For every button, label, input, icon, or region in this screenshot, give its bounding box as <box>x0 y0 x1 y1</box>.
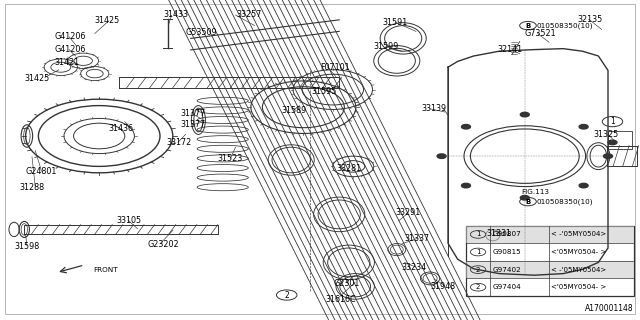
Text: 32135: 32135 <box>577 15 602 24</box>
Text: 33281: 33281 <box>336 164 361 172</box>
Text: G24801: G24801 <box>26 167 57 176</box>
Text: A170001148: A170001148 <box>585 304 634 313</box>
Circle shape <box>437 154 446 158</box>
Text: B: B <box>525 23 531 28</box>
Text: 32141: 32141 <box>498 45 523 54</box>
Text: 31325: 31325 <box>594 130 619 139</box>
Circle shape <box>461 183 470 188</box>
Circle shape <box>461 124 470 129</box>
Text: B: B <box>525 199 531 204</box>
Text: 1: 1 <box>476 231 481 237</box>
Text: 31421: 31421 <box>54 58 79 67</box>
Text: 31337: 31337 <box>404 234 429 243</box>
Text: G23202: G23202 <box>147 240 179 249</box>
Text: 31433: 31433 <box>163 10 188 19</box>
Bar <box>466 261 634 278</box>
Text: < -'05MY0504>: < -'05MY0504> <box>551 231 606 237</box>
Text: G2301: G2301 <box>333 279 360 288</box>
Text: G90815: G90815 <box>493 249 522 255</box>
Text: 33105: 33105 <box>116 216 141 225</box>
Text: 010508350(10): 010508350(10) <box>536 22 593 29</box>
Bar <box>466 226 634 243</box>
Text: F07101: F07101 <box>320 63 349 72</box>
Text: 31331: 31331 <box>486 229 511 238</box>
Circle shape <box>579 183 588 188</box>
Text: 33139: 33139 <box>421 104 446 113</box>
Text: 31436: 31436 <box>109 124 134 132</box>
Circle shape <box>608 140 617 145</box>
Text: 31589: 31589 <box>282 106 307 115</box>
Text: 33234: 33234 <box>402 263 427 272</box>
Text: 31425: 31425 <box>95 16 120 25</box>
Circle shape <box>520 196 529 200</box>
Text: 33291: 33291 <box>396 208 420 217</box>
Circle shape <box>520 112 529 117</box>
Text: G53509: G53509 <box>186 28 217 36</box>
Text: < -'05MY0504>: < -'05MY0504> <box>551 267 606 273</box>
Text: 31377: 31377 <box>180 120 205 129</box>
Text: 33257: 33257 <box>237 10 262 19</box>
Text: 2: 2 <box>284 291 289 300</box>
Text: G97404: G97404 <box>493 284 522 290</box>
Text: G41206: G41206 <box>54 45 86 54</box>
Text: FRONT: FRONT <box>93 268 117 273</box>
Circle shape <box>579 124 588 129</box>
Text: 31377: 31377 <box>180 109 205 118</box>
Text: 31598: 31598 <box>14 242 39 251</box>
Text: FIG.113: FIG.113 <box>522 189 550 195</box>
Text: 31591: 31591 <box>383 18 408 27</box>
Text: 2: 2 <box>476 284 480 290</box>
Text: 31425: 31425 <box>24 74 49 83</box>
Text: 1: 1 <box>476 249 481 255</box>
Text: 31948: 31948 <box>430 282 455 291</box>
Text: G41206: G41206 <box>54 32 86 41</box>
Text: 31616C: 31616C <box>325 295 356 304</box>
Text: <'05MY0504- >: <'05MY0504- > <box>551 284 606 290</box>
Text: 31599: 31599 <box>373 42 399 51</box>
Text: G97402: G97402 <box>493 267 522 273</box>
Text: 1: 1 <box>610 117 615 126</box>
Text: 31595: 31595 <box>312 87 337 96</box>
Circle shape <box>604 154 612 158</box>
Text: G90807: G90807 <box>493 231 522 237</box>
Bar <box>466 226 634 296</box>
Text: 010508350(10): 010508350(10) <box>536 198 593 205</box>
Bar <box>608 131 632 149</box>
Text: G73521: G73521 <box>525 29 556 38</box>
Text: 31523: 31523 <box>218 154 243 163</box>
Text: 33172: 33172 <box>166 138 191 147</box>
Text: <'05MY0504- >: <'05MY0504- > <box>551 249 606 255</box>
Text: 2: 2 <box>476 267 480 273</box>
Text: 31288: 31288 <box>19 183 44 192</box>
